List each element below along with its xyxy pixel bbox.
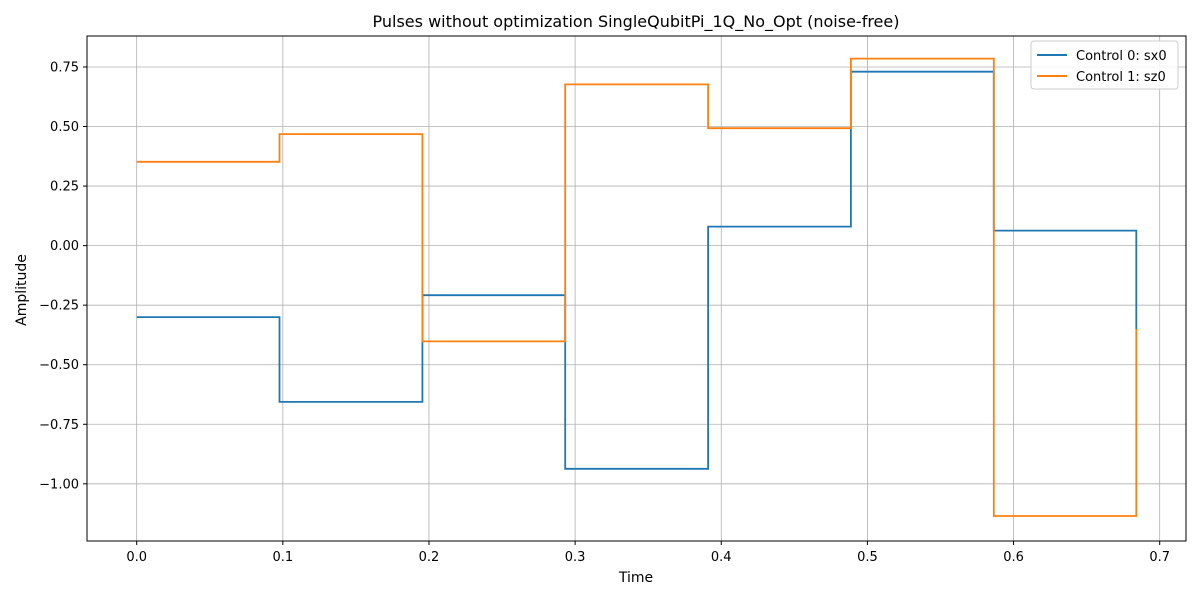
x-tick-label: 0.0: [126, 550, 147, 565]
y-tick-label: 0.00: [50, 239, 79, 254]
legend-label-control-1: Control 1: sz0: [1076, 70, 1166, 85]
x-tick-label: 0.1: [272, 550, 293, 565]
x-tick-label: 0.7: [1149, 550, 1170, 565]
y-tick-label: −0.25: [39, 299, 79, 314]
x-tick-label: 0.3: [565, 550, 586, 565]
y-axis-label: Amplitude: [14, 254, 30, 326]
y-tick-label: −0.50: [39, 358, 79, 373]
y-tick-label: 0.75: [50, 60, 79, 75]
x-tick-label: 0.4: [711, 550, 732, 565]
y-tick-label: −1.00: [39, 477, 79, 492]
axis-ticks: 0.0 0.1 0.2 0.3 0.4 0.5 0.6 0.7 0.75 0.50 0.25 0.00…: [39, 60, 1170, 565]
y-tick-label: 0.25: [50, 180, 79, 195]
plot-area-frame: [86, 35, 1187, 542]
x-axis-label: Time: [618, 570, 653, 586]
y-tick-label: 0.50: [50, 120, 79, 135]
plot-series: [136, 57, 1138, 517]
y-tick-label: −0.75: [39, 418, 79, 433]
legend-label-control-0: Control 0: sx0: [1076, 49, 1167, 64]
legend: Control 0: sx0 Control 1: sz0: [1030, 40, 1179, 90]
legend-box: [1030, 40, 1179, 90]
x-tick-label: 0.6: [1003, 550, 1024, 565]
x-tick-label: 0.2: [419, 550, 440, 565]
series-line-control-1: [136, 57, 1138, 517]
chart-title: Pulses without optimization SingleQubitP…: [373, 12, 900, 32]
x-tick-label: 0.5: [857, 550, 878, 565]
grid-lines: [87, 36, 1186, 541]
